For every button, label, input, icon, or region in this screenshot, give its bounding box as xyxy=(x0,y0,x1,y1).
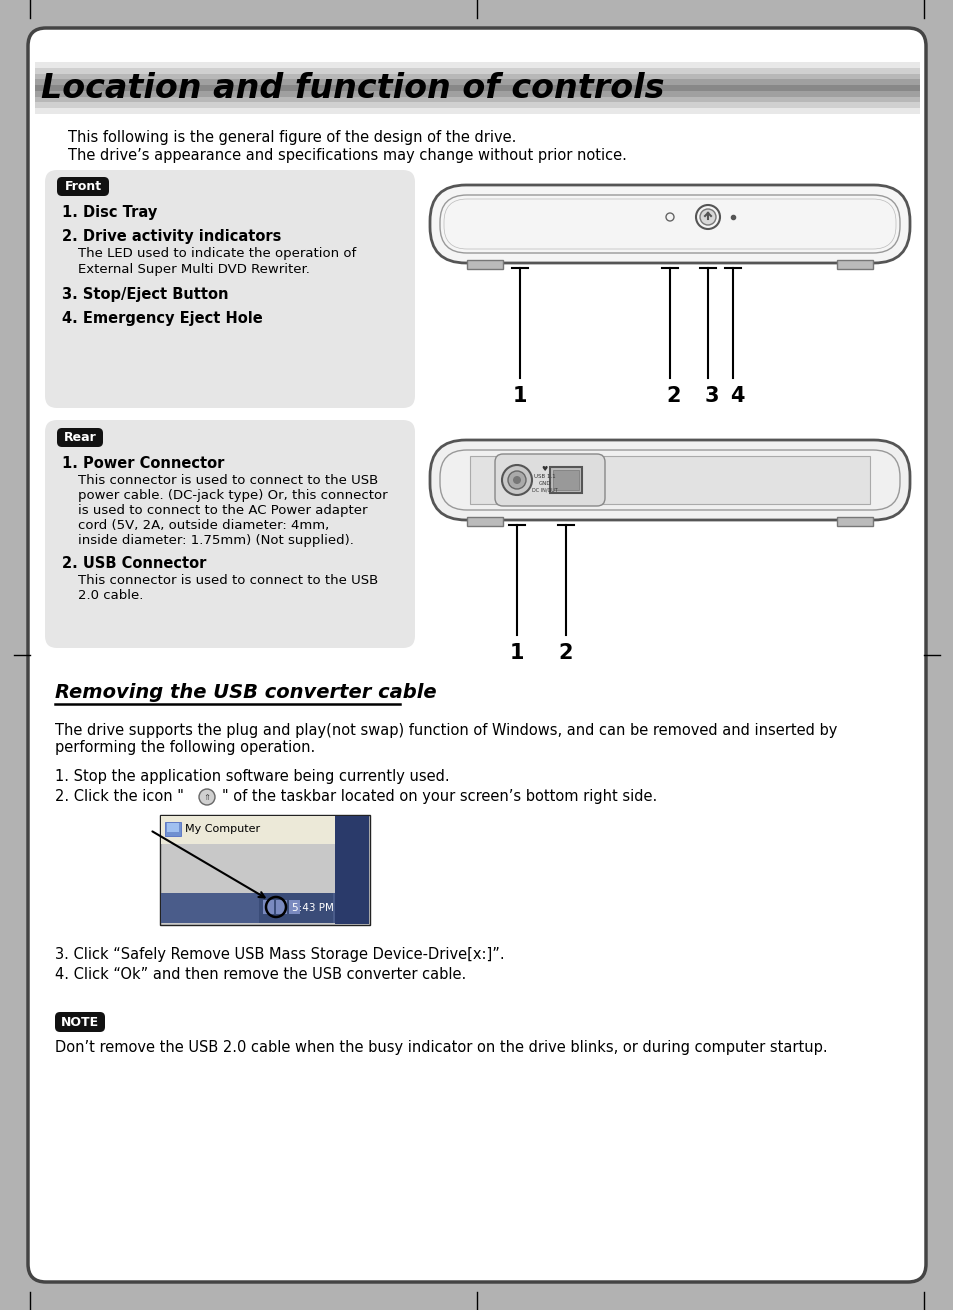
Text: 2.0 cable.: 2.0 cable. xyxy=(78,590,143,603)
FancyBboxPatch shape xyxy=(28,28,925,1282)
Text: " of the taskbar located on your screen’s bottom right side.: " of the taskbar located on your screen’… xyxy=(222,789,657,804)
Text: USB 1.1: USB 1.1 xyxy=(534,474,556,479)
Text: External Super Multi DVD Rewriter.: External Super Multi DVD Rewriter. xyxy=(78,263,310,276)
Text: 3: 3 xyxy=(704,386,719,406)
Text: 5:43 PM: 5:43 PM xyxy=(292,903,334,913)
Circle shape xyxy=(507,472,525,489)
Circle shape xyxy=(700,210,716,225)
FancyBboxPatch shape xyxy=(430,185,909,263)
Circle shape xyxy=(513,476,520,483)
Bar xyxy=(258,893,333,924)
Text: performing the following operation.: performing the following operation. xyxy=(55,740,314,755)
Bar xyxy=(335,816,369,924)
Bar xyxy=(35,85,919,90)
Text: NOTE: NOTE xyxy=(61,1015,99,1028)
Text: This connector is used to connect to the USB: This connector is used to connect to the… xyxy=(78,574,377,587)
Text: 1. Disc Tray: 1. Disc Tray xyxy=(62,204,157,220)
Text: ♥: ♥ xyxy=(541,466,548,472)
Text: 4. Click “Ok” and then remove the USB converter cable.: 4. Click “Ok” and then remove the USB co… xyxy=(55,967,466,982)
Text: is used to connect to the AC Power adapter: is used to connect to the AC Power adapt… xyxy=(78,504,367,517)
Text: 2. USB Connector: 2. USB Connector xyxy=(62,555,206,571)
Text: Rear: Rear xyxy=(64,431,96,444)
Circle shape xyxy=(199,789,214,806)
Text: The LED used to indicate the operation of: The LED used to indicate the operation o… xyxy=(78,248,355,259)
Text: DC IN/OUT: DC IN/OUT xyxy=(532,487,558,493)
Text: 2: 2 xyxy=(558,643,573,663)
Text: 2. Drive activity indicators: 2. Drive activity indicators xyxy=(62,229,281,244)
FancyBboxPatch shape xyxy=(55,1013,105,1032)
Bar xyxy=(165,821,181,836)
Bar xyxy=(35,62,919,68)
Bar xyxy=(263,900,274,914)
Bar xyxy=(550,466,581,493)
Text: This connector is used to connect to the USB: This connector is used to connect to the… xyxy=(78,474,377,487)
Bar xyxy=(470,456,869,504)
Text: 3. Click “Safely Remove USB Mass Storage Device-Drive[x:]”.: 3. Click “Safely Remove USB Mass Storage… xyxy=(55,947,504,962)
Text: 2. Click the icon ": 2. Click the icon " xyxy=(55,789,184,804)
Bar xyxy=(553,470,578,490)
Text: The drive supports the plug and play(not swap) function of Windows, and can be r: The drive supports the plug and play(not… xyxy=(55,723,837,738)
Text: Front: Front xyxy=(65,179,101,193)
Circle shape xyxy=(501,465,532,495)
Bar xyxy=(275,900,287,914)
Bar xyxy=(35,102,919,109)
Text: 1: 1 xyxy=(509,643,524,663)
Bar xyxy=(35,68,919,73)
Bar xyxy=(836,517,872,527)
Text: 1. Stop the application software being currently used.: 1. Stop the application software being c… xyxy=(55,769,449,783)
Text: 4. Emergency Eject Hole: 4. Emergency Eject Hole xyxy=(62,310,262,326)
Bar xyxy=(35,97,919,102)
Bar xyxy=(167,823,179,832)
FancyBboxPatch shape xyxy=(57,428,103,447)
FancyBboxPatch shape xyxy=(45,421,415,648)
Text: power cable. (DC-jack type) Or, this connector: power cable. (DC-jack type) Or, this con… xyxy=(78,489,387,502)
Bar xyxy=(467,259,502,269)
Bar xyxy=(160,815,370,925)
FancyBboxPatch shape xyxy=(57,177,109,196)
FancyBboxPatch shape xyxy=(430,440,909,520)
Text: 1. Power Connector: 1. Power Connector xyxy=(62,456,224,472)
Bar xyxy=(161,893,335,924)
Bar xyxy=(161,816,369,844)
Bar xyxy=(35,109,919,114)
Text: 1: 1 xyxy=(512,386,527,406)
Text: 2: 2 xyxy=(666,386,680,406)
Text: Location and function of controls: Location and function of controls xyxy=(41,72,664,106)
Bar xyxy=(35,80,919,85)
Text: This following is the general figure of the design of the drive.: This following is the general figure of … xyxy=(68,130,516,145)
Text: Removing the USB converter cable: Removing the USB converter cable xyxy=(55,683,436,702)
Bar xyxy=(467,517,502,527)
Bar xyxy=(836,259,872,269)
Text: Don’t remove the USB 2.0 cable when the busy indicator on the drive blinks, or d: Don’t remove the USB 2.0 cable when the … xyxy=(55,1040,827,1055)
Text: My Computer: My Computer xyxy=(185,824,260,834)
FancyBboxPatch shape xyxy=(45,170,415,407)
Bar xyxy=(35,73,919,80)
Text: inside diameter: 1.75mm) (Not supplied).: inside diameter: 1.75mm) (Not supplied). xyxy=(78,534,354,548)
Text: cord (5V, 2A, outside diameter: 4mm,: cord (5V, 2A, outside diameter: 4mm, xyxy=(78,519,329,532)
Text: 3. Stop/Eject Button: 3. Stop/Eject Button xyxy=(62,287,229,303)
Text: 4: 4 xyxy=(729,386,743,406)
Text: GND: GND xyxy=(538,481,551,486)
Text: ⇑: ⇑ xyxy=(203,793,211,802)
Text: The drive’s appearance and specifications may change without prior notice.: The drive’s appearance and specification… xyxy=(68,148,626,162)
FancyBboxPatch shape xyxy=(495,455,604,506)
Bar xyxy=(35,90,919,97)
Bar xyxy=(289,900,299,914)
